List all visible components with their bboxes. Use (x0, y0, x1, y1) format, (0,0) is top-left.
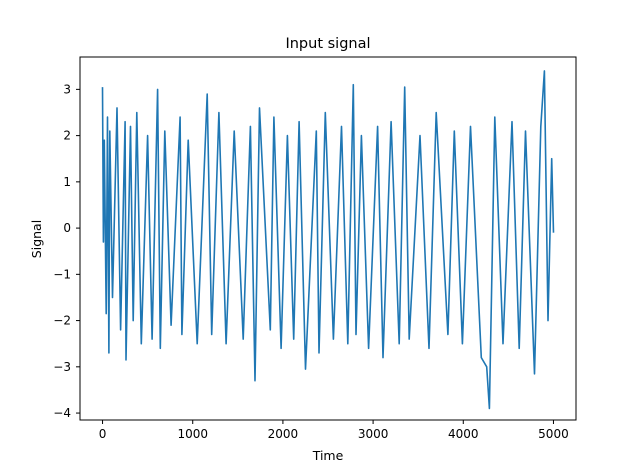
plot-frame (79, 56, 577, 421)
y-tick-label: −3 (53, 360, 71, 374)
y-tick-label: −4 (53, 406, 71, 420)
y-tick-label: 1 (63, 175, 71, 189)
x-tick-label: 1000 (177, 427, 208, 441)
series-layer (101, 70, 555, 410)
y-tick-label: 2 (63, 129, 71, 143)
x-axis-label: Time (312, 448, 344, 463)
x-tick-label: 0 (99, 427, 107, 441)
x-tick-label: 3000 (358, 427, 389, 441)
signal-series-line-0 (101, 70, 555, 410)
chart-title: Input signal (285, 36, 370, 52)
x-tick-label: 2000 (268, 427, 299, 441)
y-tick-label: −2 (53, 314, 71, 328)
y-tick-label: 3 (63, 82, 71, 96)
y-tick-label: −1 (53, 267, 71, 281)
y-axis-ticks: −4 −3 −2 −1 0 1 2 3 (53, 82, 80, 420)
x-axis-ticks: 0 1000 2000 3000 4000 5000 (99, 420, 569, 441)
x-tick-label: 5000 (538, 427, 569, 441)
y-tick-label: 0 (63, 221, 71, 235)
y-axis-label: Signal (29, 220, 44, 258)
x-tick-label: 4000 (448, 427, 479, 441)
